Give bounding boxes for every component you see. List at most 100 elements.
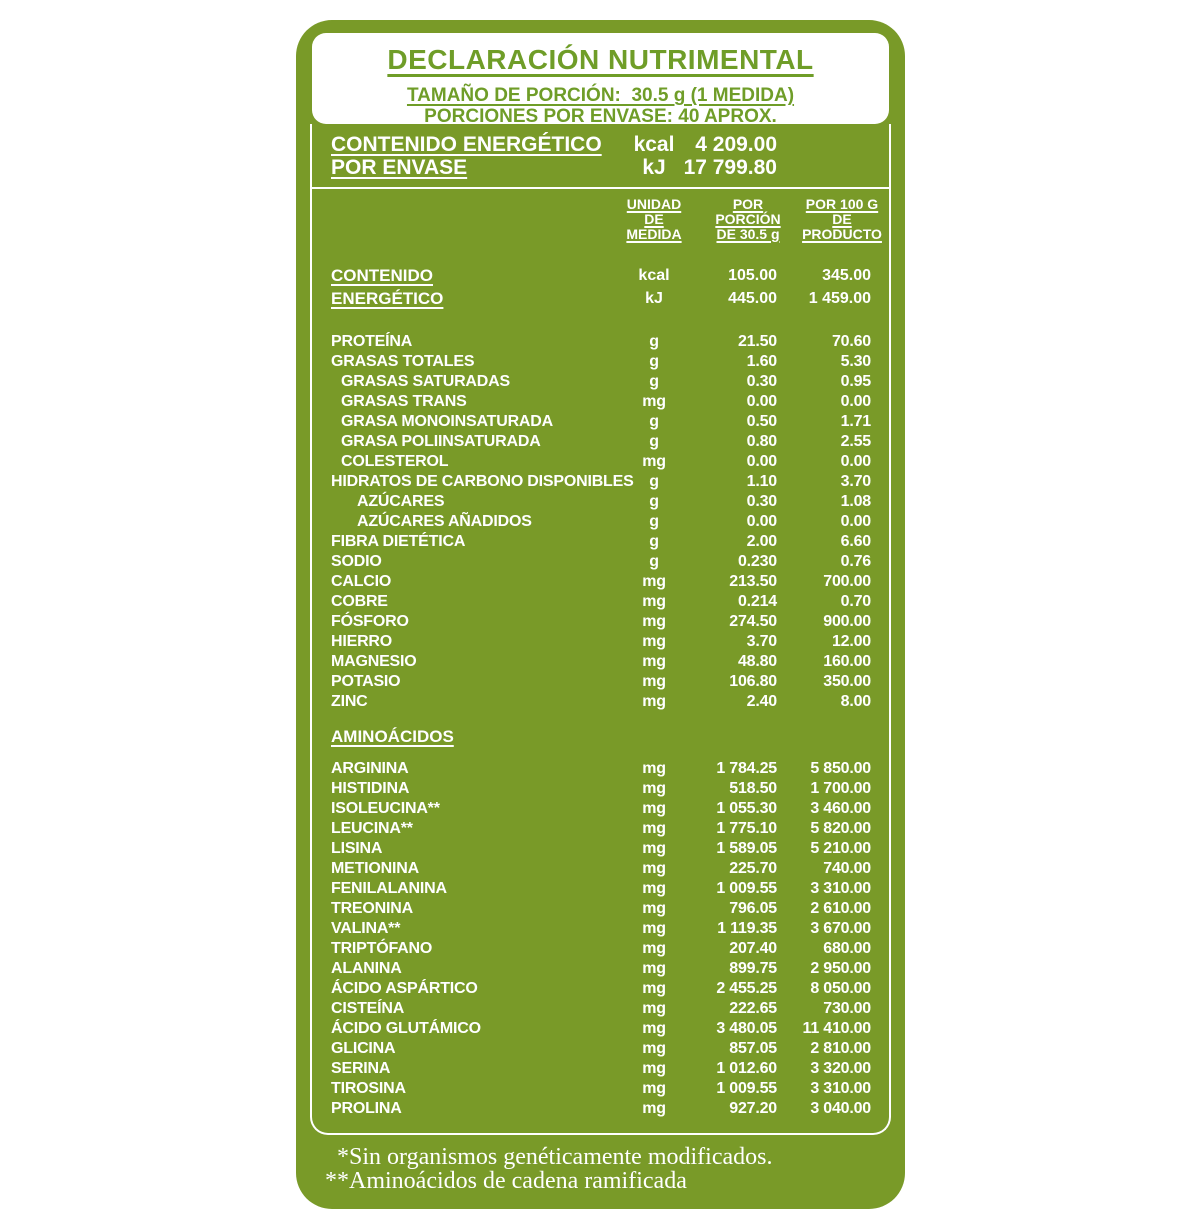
unit-of-measure: mg (642, 1060, 666, 1077)
unit-of-measure: mg (642, 860, 666, 877)
unit-of-measure: mg (642, 960, 666, 977)
per-serving-value: 0.230 (737, 553, 777, 570)
per-100g-value: 3 320.00 (810, 1060, 871, 1077)
per-100g-value: 3 310.00 (810, 880, 871, 897)
unit-of-measure: g (649, 533, 659, 550)
table-row: GRASA MONOINSATURADA g 0.50 1.71 (331, 412, 872, 432)
per-serving-value: 518.50 (729, 780, 777, 797)
nutrient-name: SERINA (331, 1060, 391, 1077)
table-row: GRASAS TOTALES g 1.60 5.30 (331, 352, 871, 372)
energy-content-section: CONTENIDO ENERGÉTICO kcal 105.00 345.00 … (331, 264, 871, 310)
per-serving-value: 225.70 (729, 860, 777, 877)
unit-of-measure: g (649, 353, 659, 370)
column-header-per-serving: POR PORCIÓN DE 30.5 g (715, 197, 780, 242)
column-headers: UNIDAD DE MEDIDA POR PORCIÓN DE 30.5 g POR 1… (331, 197, 882, 242)
column-header-line: UNIDAD (626, 196, 682, 212)
nutrient-name: TRIPTÓFANO (331, 940, 433, 957)
unit-of-measure: mg (642, 613, 666, 630)
per-serving-value: 857.05 (729, 1040, 777, 1057)
per-100g-value: 160.00 (823, 653, 871, 670)
energy-per-container-value-kj: 17 799.80 (683, 156, 777, 179)
table-row: ARGININA mg 1 784.25 5 850.00 (331, 759, 871, 779)
table-row: MAGNESIO mg 48.80 160.00 (331, 652, 871, 672)
table-row: METIONINA mg 225.70 740.00 (331, 859, 871, 879)
table-row: SODIO g 0.230 0.76 (331, 552, 871, 572)
table-row: SERINA mg 1 012.60 3 320.00 (331, 1059, 871, 1079)
per-100g-value: 1.71 (840, 413, 872, 430)
table-row: LISINA mg 1 589.05 5 210.00 (331, 839, 871, 859)
label-title: DECLARACIÓN NUTRIMENTAL (387, 44, 814, 75)
per-100g-value: 350.00 (823, 673, 871, 690)
nutrient-name: FENILALANINA (331, 880, 447, 897)
per-serving-value: 48.80 (737, 653, 777, 670)
per-serving-value: 0.30 (746, 493, 778, 510)
nutrient-name: GRASA MONOINSATURADA (341, 413, 553, 430)
unit-of-measure: mg (642, 1040, 666, 1057)
nutrient-rows: PROTEÍNA g 21.50 70.60 GRASAS TOTALES g 1.60 5.… (331, 332, 872, 712)
unit-of-measure: mg (642, 653, 666, 670)
energy-per-container-unit-kcal: kcal (633, 133, 675, 156)
energy-per-container-label-line: CONTENIDO ENERGÉTICO (331, 133, 602, 156)
nutrient-name: SODIO (331, 553, 382, 570)
per-100g-value: 0.95 (840, 373, 872, 390)
unit-of-measure: mg (642, 1020, 666, 1037)
table-row: CISTEÍNA mg 222.65 730.00 (331, 999, 871, 1019)
unit-of-measure: g (649, 373, 659, 390)
table-row: PROLINA mg 927.20 3 040.00 (331, 1099, 871, 1119)
nutrient-name: ARGININA (331, 760, 409, 777)
per-100g-value: 8 050.00 (810, 980, 871, 997)
column-header-line: POR (732, 196, 764, 212)
per-100g-value: 740.00 (823, 860, 871, 877)
column-header-per-100g: POR 100 G DE PRODUCTO (802, 197, 882, 242)
table-row: GRASA POLIINSATURADA g 0.80 2.55 (331, 432, 871, 452)
nutrient-name: FIBRA DIETÉTICA (331, 533, 466, 550)
per-100g-value: 0.70 (840, 593, 872, 610)
per-100g-value: 5 850.00 (810, 760, 871, 777)
per-100g-value: 5 820.00 (810, 820, 871, 837)
per-serving-value: 2.00 (746, 533, 778, 550)
unit-of-measure: mg (642, 880, 666, 897)
footnotes: * Sin organismos genéticamente modificado… (318, 1145, 905, 1193)
table-row: FÓSFORO mg 274.50 900.00 (331, 612, 871, 632)
footnote-text: Aminoácidos de cadena ramificada (349, 1168, 687, 1194)
table-row: HIERRO mg 3.70 12.00 (331, 632, 871, 652)
per-serving-value: 1.60 (746, 353, 778, 370)
table-row: FIBRA DIETÉTICA g 2.00 6.60 (331, 532, 871, 552)
servings-per-container-line: PORCIONES POR ENVASE: 40 APROX. (424, 106, 777, 124)
energy-content-label: CONTENIDO ENERGÉTICO (331, 264, 626, 310)
table-row: HIDRATOS DE CARBONO DISPONIBLES g 1.10 3.70 (331, 472, 872, 492)
nutrient-name: GLICINA (331, 1040, 396, 1057)
footnote-text: Sin organismos genéticamente modificados… (349, 1144, 773, 1170)
energy-per-container-label: CONTENIDO ENERGÉTICO POR ENVASE (331, 133, 626, 179)
nutrient-name: HIERRO (331, 633, 393, 650)
per-serving-value: 0.30 (746, 373, 778, 390)
table-row: ISOLEUCINA** mg 1 055.30 3 460.00 (331, 799, 871, 819)
serving-size-line: TAMAÑO DE PORCIÓN: 30.5 g (1 MEDIDA) (406, 85, 795, 106)
per-100g-value: 3 670.00 (810, 920, 871, 937)
nutrient-name: CALCIO (331, 573, 392, 590)
table-row: LEUCINA** mg 1 775.10 5 820.00 (331, 819, 871, 839)
nutrient-name: LISINA (331, 840, 383, 857)
table-row: TRIPTÓFANO mg 207.40 680.00 (331, 939, 871, 959)
nutrient-name: VALINA** (331, 920, 401, 937)
energy-content-per-serving-kcal: 105.00 (728, 267, 777, 284)
per-100g-value: 700.00 (823, 573, 871, 590)
per-100g-value: 3.70 (840, 473, 872, 490)
unit-of-measure: mg (642, 573, 666, 590)
per-100g-value: 1 700.00 (810, 780, 871, 797)
unit-of-measure: mg (642, 820, 666, 837)
unit-of-measure: mg (642, 800, 666, 817)
energy-content-unit-kj: kJ (645, 290, 663, 307)
nutrient-name: ZINC (331, 693, 368, 710)
table-row: ÁCIDO GLUTÁMICO mg 3 480.05 11 410.00 (331, 1019, 871, 1039)
unit-of-measure: g (649, 553, 659, 570)
column-header-unit: UNIDAD DE MEDIDA (626, 197, 681, 242)
nutrient-name: AZÚCARES AÑADIDOS (357, 513, 532, 530)
nutrient-name: COLESTEROL (341, 453, 449, 470)
per-serving-value: 0.00 (746, 513, 778, 530)
per-serving-value: 899.75 (729, 960, 777, 977)
per-serving-value: 1 775.10 (716, 820, 777, 837)
unit-of-measure: g (649, 513, 659, 530)
nutrient-name: HISTIDINA (331, 780, 410, 797)
table-row: TREONINA mg 796.05 2 610.00 (331, 899, 871, 919)
